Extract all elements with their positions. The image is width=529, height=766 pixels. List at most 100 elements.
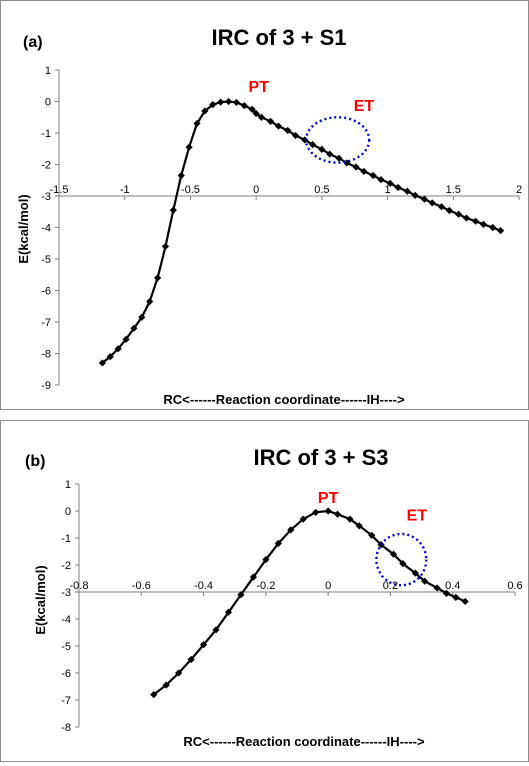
y-tick-label: -1 bbox=[61, 533, 71, 545]
data-point bbox=[175, 669, 183, 677]
et-highlight-ellipse bbox=[375, 532, 428, 587]
data-point bbox=[479, 220, 488, 228]
data-point bbox=[224, 97, 233, 106]
data-point bbox=[138, 313, 146, 321]
data-point bbox=[217, 98, 225, 106]
data-point bbox=[461, 597, 469, 606]
data-point bbox=[177, 171, 185, 180]
x-axis-label-a: RC<------Reaction coordinate------IH----… bbox=[163, 392, 405, 407]
data-point bbox=[377, 176, 385, 184]
x-tick-label: 2 bbox=[516, 184, 522, 196]
data-point bbox=[237, 591, 245, 599]
y-tick-label: -1 bbox=[41, 128, 51, 140]
y-tick-label: -2 bbox=[61, 560, 71, 572]
x-tick-label: 1.5 bbox=[446, 184, 461, 196]
data-point bbox=[394, 183, 402, 192]
y-tick-label: 0 bbox=[65, 506, 71, 518]
data-point bbox=[161, 242, 170, 250]
data-point bbox=[169, 206, 177, 214]
x-tick-label: 0 bbox=[325, 580, 331, 592]
chart-panel-a: (a) IRC of 3 + S1 E(kcal/mol) RC<------R… bbox=[0, 0, 529, 410]
panel-label-b: (b) bbox=[25, 453, 45, 470]
data-point bbox=[352, 163, 360, 171]
y-tick-label: -8 bbox=[41, 349, 51, 361]
y-tick-label: -2 bbox=[41, 160, 51, 172]
data-point bbox=[472, 217, 480, 225]
et-highlight-ellipse bbox=[304, 116, 371, 164]
chart-b: (b) IRC of 3 + S3 E(kcal/mol) RC<------R… bbox=[25, 445, 523, 749]
y-tick-label: -7 bbox=[61, 695, 71, 707]
annotation-pt: PT bbox=[318, 490, 339, 507]
series-line bbox=[153, 509, 466, 696]
data-point bbox=[201, 107, 209, 115]
data-point bbox=[98, 359, 106, 367]
x-axis-label-b: RC<------Reaction coordinate------IH----… bbox=[183, 734, 425, 749]
data-point bbox=[291, 131, 300, 140]
chart-title-b: IRC of 3 + S3 bbox=[253, 445, 388, 470]
y-tick-label: -7 bbox=[41, 317, 51, 329]
series-line bbox=[101, 100, 502, 364]
data-point bbox=[240, 101, 248, 110]
data-point bbox=[386, 179, 394, 187]
y-tick-label: -9 bbox=[41, 380, 51, 392]
data-point bbox=[403, 187, 411, 195]
data-point bbox=[333, 510, 342, 518]
data-point bbox=[369, 171, 377, 180]
data-point bbox=[309, 141, 317, 149]
y-axis-label-a: E(kcal/mol) bbox=[16, 194, 31, 263]
data-point bbox=[454, 210, 463, 218]
data-point bbox=[248, 105, 256, 113]
data-point bbox=[114, 345, 122, 353]
data-point bbox=[193, 119, 201, 128]
data-point bbox=[377, 541, 385, 549]
x-tick-label: 0.2 bbox=[383, 580, 398, 592]
data-point bbox=[224, 608, 233, 616]
data-point bbox=[437, 203, 446, 211]
data-point bbox=[274, 122, 283, 130]
y-tick-label: -8 bbox=[61, 722, 71, 734]
data-point bbox=[489, 223, 497, 232]
data-point bbox=[267, 117, 275, 125]
data-point bbox=[452, 593, 460, 601]
x-tick-label: 1 bbox=[385, 184, 391, 196]
x-tick-label: -0.8 bbox=[70, 580, 89, 592]
x-tick-label: 0 bbox=[253, 184, 259, 196]
x-tick-label: -1.5 bbox=[50, 184, 69, 196]
y-tick-label: 1 bbox=[65, 479, 71, 491]
data-point bbox=[411, 191, 419, 199]
x-tick-label: -0.2 bbox=[256, 580, 275, 592]
x-tick-label: 0.4 bbox=[445, 580, 460, 592]
data-point bbox=[301, 136, 309, 144]
data-point bbox=[428, 199, 436, 207]
y-tick-label: -3 bbox=[41, 191, 51, 203]
data-point bbox=[445, 206, 453, 215]
data-point bbox=[360, 167, 368, 176]
annotation-et: ET bbox=[407, 507, 428, 524]
annotation-pt: PT bbox=[249, 79, 270, 96]
y-tick-label: -5 bbox=[41, 254, 51, 266]
y-tick-label: -3 bbox=[61, 587, 71, 599]
data-point bbox=[318, 145, 326, 153]
data-point bbox=[146, 297, 154, 306]
data-point bbox=[185, 143, 193, 151]
data-point bbox=[368, 531, 376, 539]
data-point bbox=[209, 101, 217, 109]
x-tick-label: -1 bbox=[120, 184, 130, 196]
y-tick-label: -6 bbox=[41, 286, 51, 298]
data-point bbox=[212, 626, 220, 634]
data-point bbox=[324, 507, 332, 515]
data-point bbox=[130, 324, 138, 332]
data-point bbox=[420, 195, 428, 203]
y-tick-label: -4 bbox=[41, 223, 51, 235]
data-point bbox=[262, 556, 270, 564]
data-point bbox=[497, 227, 505, 235]
y-tick-label: 0 bbox=[45, 97, 51, 109]
data-point bbox=[335, 154, 343, 162]
chart-a: (a) IRC of 3 + S1 E(kcal/mol) RC<------R… bbox=[16, 25, 522, 407]
data-point bbox=[399, 560, 407, 568]
y-tick-label: -6 bbox=[61, 668, 71, 680]
data-point bbox=[252, 109, 260, 118]
x-tick-label: -0.5 bbox=[181, 184, 200, 196]
data-point bbox=[106, 353, 114, 361]
data-point bbox=[257, 113, 265, 121]
